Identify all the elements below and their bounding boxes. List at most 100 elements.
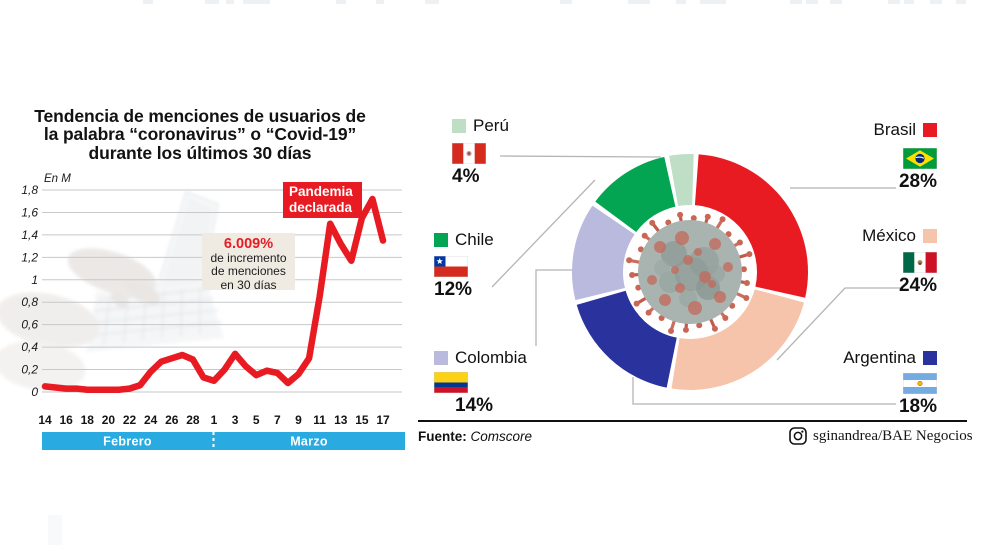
y-tick-label: 1: [31, 273, 38, 287]
x-tick-label: 16: [59, 413, 73, 427]
event-line: Pandemia: [289, 184, 353, 199]
y-tick-label: 1,2: [21, 250, 38, 264]
scan-artifact: [700, 0, 726, 4]
x-tick-label: 9: [295, 413, 302, 427]
leader-line: [632, 377, 896, 405]
source-label: Fuente:: [418, 429, 467, 444]
title-line-1: Tendencia de menciones de usuarios de: [34, 105, 366, 126]
trend-line: [41, 195, 387, 394]
leader-line: [535, 269, 575, 346]
y-tick-label: 0,6: [21, 318, 38, 332]
source-credit: Fuente: Comscore: [418, 429, 532, 444]
title-line-2: la palabra “coronavirus” o “Covid-19”: [43, 124, 357, 145]
x-tick-labels: 14 16 18 20 22 24 26 28 1 3 5 7 9 11 13 15 17: [38, 413, 390, 427]
country-name: Perú: [473, 116, 509, 135]
donut-slice-brasil: [694, 154, 808, 298]
x-tick-label: 28: [186, 413, 200, 427]
event-line: declarada: [289, 199, 353, 215]
source-value: Comscore: [470, 429, 533, 444]
x-tick-label: 1: [211, 413, 218, 427]
scan-artifact: [904, 0, 914, 4]
y-axis-unit-label: En M: [44, 173, 71, 185]
scan-artifact: [676, 0, 686, 4]
instagram-icon: [789, 427, 807, 445]
country-name: México: [862, 226, 916, 245]
argentina-flag-icon: [902, 372, 938, 395]
x-tick-label: 26: [165, 413, 179, 427]
country-name: Brasil: [873, 120, 916, 139]
x-tick-label: 22: [123, 413, 137, 427]
scan-artifact: [336, 0, 346, 4]
country-percentage: 14%: [455, 395, 494, 416]
brasil-flag-icon: [902, 147, 938, 170]
y-tick-label: 1,4: [21, 228, 38, 242]
mexico-swatch: [923, 229, 937, 243]
peru-flag-icon: [451, 142, 487, 165]
x-tick-label: 13: [334, 413, 348, 427]
coronavirus-icon: [626, 211, 753, 335]
callout-percentage: 6.009%: [223, 236, 274, 252]
credit-handle: sginandrea/BAE Negocios: [813, 427, 973, 444]
x-tick-label: 24: [144, 413, 158, 427]
y-tick-label: 1,8: [21, 183, 38, 197]
country-name: Colombia: [455, 348, 527, 367]
scan-artifact: [143, 0, 153, 4]
month-bar: Febrero Marzo: [42, 432, 405, 450]
callout-line: de incremento: [210, 251, 287, 265]
country-percentage: 12%: [434, 279, 473, 300]
donut-slice-mexico: [671, 289, 804, 390]
y-tick-label: 1,6: [21, 205, 38, 219]
donut-label-brasil: Brasil 28%: [825, 120, 938, 193]
title-line-3: durante los últimos 30 días: [88, 142, 312, 163]
month-label: Marzo: [290, 435, 328, 449]
mentions-line-chart: En M 1,8 1,6 1,4 1,2 1 0,8 0,6 0,4 0,2 0 14 16 18 20…: [0, 173, 405, 450]
x-tick-label: 7: [274, 413, 281, 427]
scan-artifact: [956, 0, 966, 4]
month-label: Febrero: [103, 435, 152, 449]
x-tick-label: 17: [376, 413, 390, 427]
mentions-donut-chart: [572, 154, 808, 390]
callout-line: de menciones: [211, 264, 286, 279]
y-tick-label: 0,4: [21, 340, 38, 354]
scan-artifact: [258, 0, 270, 4]
x-tick-label: 18: [81, 413, 95, 427]
x-tick-label: 5: [253, 413, 260, 427]
donut-label-argentina: Argentina 18%: [825, 348, 938, 418]
laptop-photo-backdrop: [0, 191, 224, 391]
page-title: Tendencia de menciones de usuarios de la…: [0, 105, 400, 163]
callout-line: en 30 días: [220, 277, 277, 292]
scan-artifact: [243, 0, 269, 4]
country-percentage: 24%: [898, 275, 937, 296]
donut-label-mexico: México 24%: [825, 226, 938, 297]
scan-artifact: [560, 0, 572, 4]
x-tick-label: 15: [355, 413, 369, 427]
x-tick-label: 11: [313, 413, 326, 427]
mexico-flag-icon: [902, 251, 938, 274]
scan-artifact: [830, 0, 842, 4]
peru-swatch: [452, 119, 466, 133]
x-tick-label: 3: [232, 413, 239, 427]
donut-label-colombia: Colombia 14%: [433, 348, 546, 417]
y-tick-label: 0,8: [21, 295, 38, 309]
scan-artifact: [888, 0, 900, 4]
x-tick-label: 20: [102, 413, 116, 427]
donut-slice-argentina: [576, 290, 677, 388]
social-credit: sginandrea/BAE Negocios: [789, 427, 973, 445]
chile-flag-icon: [433, 255, 469, 278]
scan-artifact: [790, 0, 802, 4]
colombia-swatch: [434, 351, 448, 365]
x-tick-label: 14: [38, 413, 52, 427]
chile-swatch: [434, 233, 448, 247]
leader-line: [776, 287, 903, 361]
scan-artifact: [806, 0, 818, 4]
country-name: Chile: [455, 230, 494, 249]
donut-label-chile: Chile 12%: [433, 230, 546, 301]
brasil-swatch: [923, 123, 937, 137]
donut-slice-chile: [595, 156, 676, 233]
country-percentage: 18%: [898, 396, 937, 417]
country-percentage: 28%: [898, 171, 937, 192]
donut-label-peru: Perú 4%: [451, 116, 564, 188]
donut-slice-colombia: [572, 205, 635, 301]
